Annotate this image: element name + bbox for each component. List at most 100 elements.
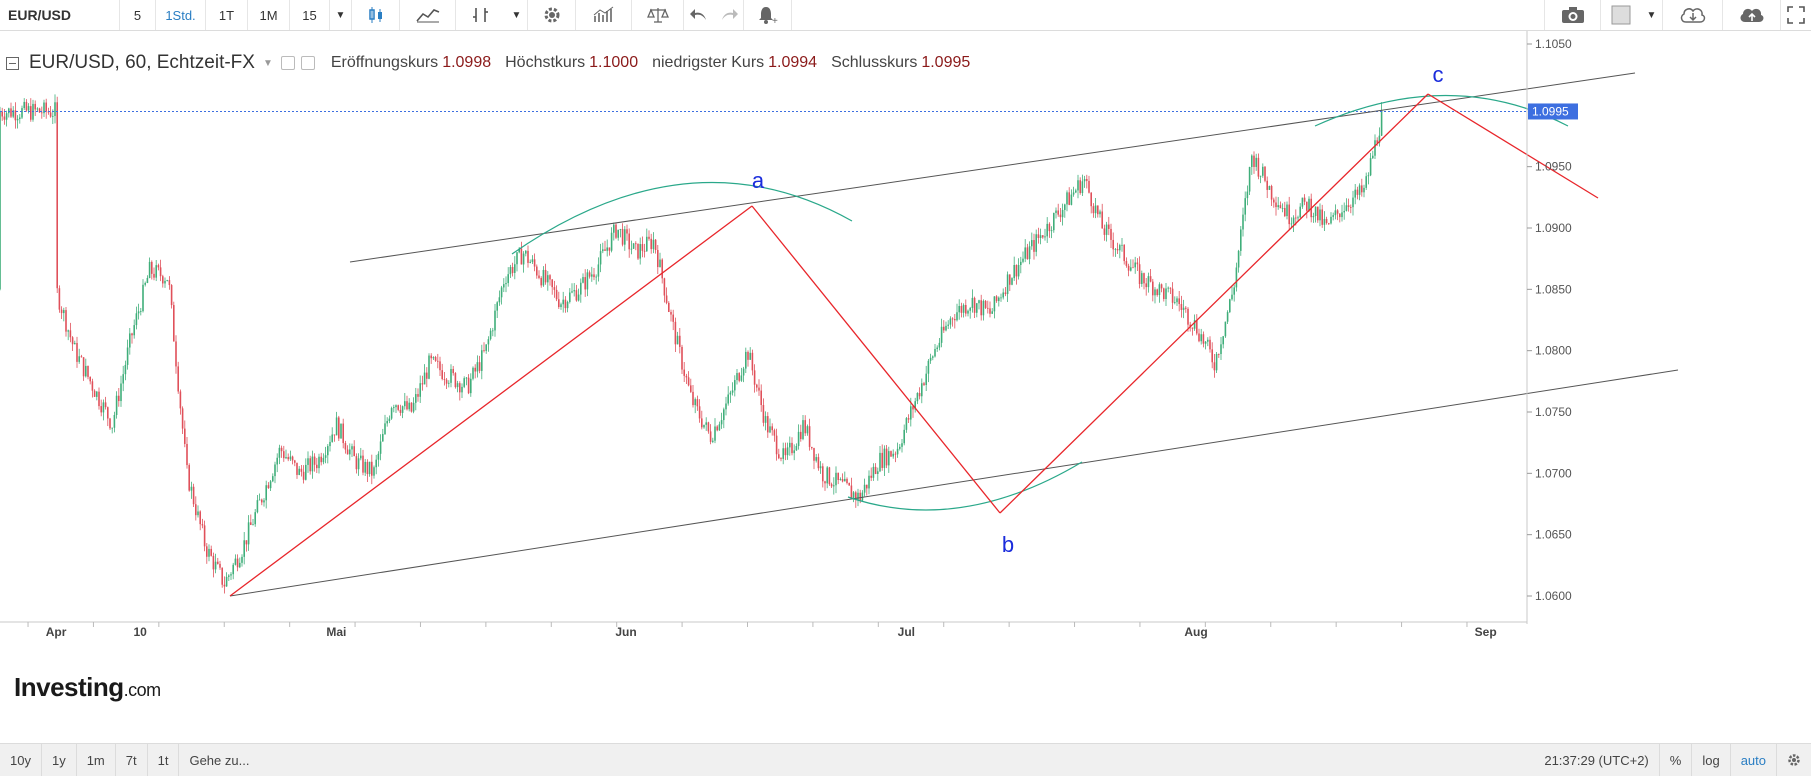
x-tick-label: Jun (615, 625, 636, 639)
interval-1d[interactable]: 1T (206, 0, 248, 30)
price-chart[interactable]: a b c 1.1050 1.0950 1.0900 1.0850 1.0800 1.0750… (0, 31, 1811, 741)
interval-1m[interactable]: 1M (248, 0, 290, 30)
candle-body (287, 457, 289, 460)
candle-body (1097, 205, 1099, 215)
low-label: niedrigster Kurs (652, 54, 765, 71)
line-chart-icon[interactable] (400, 0, 456, 30)
candle-body (140, 311, 142, 312)
collapse-icon[interactable] (6, 56, 19, 70)
interval-15[interactable]: 15 (290, 0, 330, 30)
candle-body (476, 362, 479, 372)
candle-body (901, 443, 903, 447)
candle-body (879, 452, 881, 472)
candle-body (412, 402, 415, 412)
auto-toggle[interactable]: auto (1731, 744, 1777, 776)
legend-eye-icon[interactable] (280, 56, 295, 70)
undo-icon[interactable] (684, 0, 714, 30)
interval-5[interactable]: 5 (120, 0, 156, 30)
candle-body (280, 447, 283, 452)
candle-body (342, 423, 344, 444)
candle-body (1066, 192, 1068, 205)
candle-body (701, 418, 703, 428)
legend-caret-icon[interactable]: ▼ (262, 57, 273, 69)
interval-1h[interactable]: 1Std. (156, 0, 206, 30)
candle-body (256, 500, 259, 513)
cloud-download-icon[interactable] (1663, 0, 1723, 30)
candlestick-icon[interactable] (352, 0, 400, 30)
settings-icon[interactable] (528, 0, 576, 30)
cloud-upload-icon[interactable] (1723, 0, 1781, 30)
candle-body (76, 342, 78, 362)
candle-body (100, 406, 102, 413)
candle-body (1297, 217, 1299, 219)
candle-body (98, 391, 100, 407)
candle-body (265, 485, 267, 501)
logo-suffix: .com (123, 680, 162, 700)
candle-body (322, 457, 325, 463)
candle-body (731, 390, 734, 393)
candle-body (536, 266, 538, 276)
candle-body (111, 427, 113, 429)
indicator-icon[interactable] (456, 0, 506, 30)
candle-body (804, 420, 806, 434)
candle-body (841, 479, 844, 482)
candle-body (839, 479, 842, 480)
candle-body (371, 461, 373, 476)
candle-body (384, 423, 386, 435)
range-10y[interactable]: 10y (0, 744, 42, 776)
candle-body (894, 453, 897, 455)
candle-body (397, 405, 399, 410)
candle-body (993, 296, 996, 312)
legend-settings-icon[interactable] (300, 56, 315, 70)
color-box-icon[interactable] (1601, 0, 1641, 30)
candle-body (606, 247, 608, 251)
y-tick-label: 1.0950 (1535, 160, 1572, 174)
candle-body (1136, 262, 1139, 265)
indicator-dropdown-icon[interactable]: ▼ (506, 0, 528, 30)
candle-body (1372, 155, 1374, 159)
y-tick-label: 1.0650 (1535, 528, 1572, 542)
interval-dropdown-icon[interactable]: ▼ (330, 0, 352, 30)
range-1t[interactable]: 1t (148, 744, 180, 776)
candle-body (540, 277, 542, 286)
candle-body (263, 500, 265, 503)
candle-body (773, 430, 776, 436)
candle-body (1246, 191, 1249, 199)
candle-body (1306, 201, 1308, 211)
candle-body (360, 455, 362, 459)
alert-icon[interactable]: + (744, 0, 792, 30)
fullscreen-icon[interactable] (1781, 0, 1811, 30)
candle-body (188, 465, 190, 491)
candle-body (1028, 246, 1031, 260)
candle-series (0, 94, 1383, 594)
candle-body (12, 110, 14, 117)
wave-label-b: b (1002, 532, 1014, 557)
color-dropdown-icon[interactable]: ▼ (1641, 0, 1663, 30)
range-1y[interactable]: 1y (42, 744, 77, 776)
candle-body (597, 264, 600, 277)
scale-icon[interactable] (632, 0, 684, 30)
bar-chart-icon[interactable] (576, 0, 632, 30)
candle-body (159, 267, 162, 277)
candle-body (230, 574, 232, 576)
candle-body (859, 492, 861, 501)
log-toggle[interactable]: log (1692, 744, 1731, 776)
candle-body (1022, 258, 1024, 262)
symbol-input[interactable]: EUR/USD (0, 0, 120, 30)
percent-toggle[interactable]: % (1660, 744, 1693, 776)
candle-body (144, 282, 146, 285)
candle-body (21, 108, 23, 118)
candle-body (316, 464, 318, 469)
candle-body (487, 339, 490, 345)
chart-area[interactable]: a b c 1.1050 1.0950 1.0900 1.0850 1.0800 1.0750… (0, 31, 1811, 741)
redo-icon[interactable] (714, 0, 744, 30)
candle-body (562, 299, 564, 305)
range-1m[interactable]: 1m (77, 744, 116, 776)
range-7t[interactable]: 7t (116, 744, 148, 776)
chart-settings-icon[interactable] (1777, 744, 1811, 776)
camera-icon[interactable] (1545, 0, 1601, 30)
open-value: 1.0998 (442, 54, 492, 71)
candle-body (718, 424, 721, 431)
goto-button[interactable]: Gehe zu... (189, 752, 250, 768)
svg-text:+: + (772, 16, 778, 25)
